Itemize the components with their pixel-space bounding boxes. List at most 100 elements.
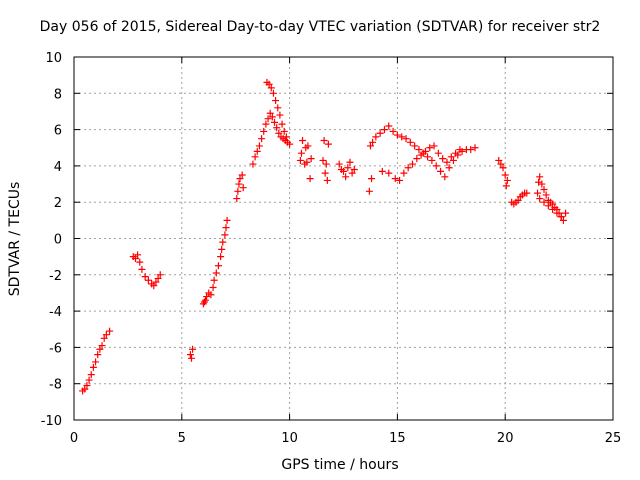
data-point: [262, 120, 270, 128]
data-point: [523, 189, 531, 197]
data-point: [94, 351, 102, 359]
data-point: [319, 156, 327, 164]
data-point: [217, 253, 225, 261]
data-point: [189, 345, 197, 353]
y-tick-label: 4: [54, 160, 62, 175]
data-point: [251, 153, 259, 161]
data-point: [235, 180, 243, 188]
data-point: [296, 156, 304, 164]
data-point: [87, 371, 95, 379]
data-point: [557, 213, 565, 221]
data-point: [449, 156, 457, 164]
data-point: [100, 334, 108, 342]
data-point: [303, 158, 311, 166]
data-point: [102, 331, 110, 339]
data-point: [307, 155, 315, 163]
data-point: [346, 158, 354, 166]
data-point: [456, 146, 464, 154]
data-point: [280, 127, 288, 135]
data-point: [559, 216, 567, 224]
data-point: [278, 120, 286, 128]
data-point: [152, 278, 160, 286]
data-point: [272, 97, 280, 105]
axis-ticks: 0 5 10 15 20 25 -10 -8 -6 -4 -2 0 2 4 6 8 10: [41, 51, 622, 446]
data-point: [398, 133, 406, 141]
data-point: [378, 167, 386, 175]
data-point: [223, 216, 231, 224]
data-point: [304, 142, 312, 150]
data-point: [536, 195, 544, 203]
data-point: [335, 160, 343, 168]
data-point: [553, 209, 561, 217]
data-point: [282, 133, 290, 141]
data-point: [275, 129, 283, 137]
data-point: [276, 111, 284, 119]
x-tick-label: 25: [605, 431, 622, 446]
data-point: [404, 164, 412, 172]
data-point: [89, 363, 97, 371]
data-point: [210, 276, 218, 284]
data-point: [267, 84, 275, 92]
data-point: [467, 146, 475, 154]
data-point: [221, 231, 229, 239]
data-point: [186, 351, 194, 359]
data-point: [138, 265, 146, 273]
y-tick-label: -6: [49, 341, 62, 356]
data-point: [249, 160, 257, 168]
data-point: [538, 180, 546, 188]
grid-lines: [74, 57, 613, 420]
data-point: [297, 149, 305, 157]
data-point: [207, 291, 215, 299]
data-point: [445, 164, 453, 172]
data-point: [499, 164, 507, 172]
data-point: [535, 178, 543, 186]
data-point: [540, 185, 548, 193]
data-point: [268, 113, 276, 121]
y-tick-label: -2: [49, 269, 62, 284]
data-point: [447, 153, 455, 161]
data-point: [156, 271, 164, 279]
data-point: [264, 115, 272, 123]
data-point: [344, 164, 352, 172]
data-point: [269, 89, 277, 97]
y-tick-label: 10: [45, 51, 62, 66]
data-point: [212, 269, 220, 277]
data-point: [413, 155, 421, 163]
data-point: [273, 124, 281, 132]
data-point: [233, 195, 241, 203]
data-point: [260, 127, 268, 135]
data-point: [258, 135, 266, 143]
data-point: [369, 138, 377, 146]
x-tick-label: 0: [70, 431, 78, 446]
data-point: [501, 171, 509, 179]
x-tick-label: 10: [281, 431, 298, 446]
data-point: [368, 175, 376, 183]
data-point: [299, 136, 307, 144]
data-point: [81, 385, 89, 393]
data-point: [324, 140, 332, 148]
data-point: [417, 151, 425, 159]
data-point: [408, 160, 416, 168]
data-point: [150, 282, 158, 290]
data-point: [376, 129, 384, 137]
data-point: [366, 142, 374, 150]
data-point: [562, 209, 570, 217]
data-point: [134, 251, 142, 259]
y-tick-label: 8: [54, 87, 62, 102]
data-point: [430, 142, 438, 150]
x-tick-label: 20: [497, 431, 514, 446]
data-point: [219, 238, 227, 246]
data-point: [421, 147, 429, 155]
data-point: [202, 296, 210, 304]
data-point: [154, 274, 162, 282]
data-point: [136, 258, 144, 266]
data-point: [238, 171, 246, 179]
data-point: [428, 156, 436, 164]
data-point: [239, 184, 247, 192]
data-point: [340, 167, 347, 175]
data-point: [203, 293, 211, 301]
x-tick-label: 15: [389, 431, 406, 446]
data-point: [234, 187, 242, 195]
data-point: [321, 169, 329, 177]
data-point: [98, 342, 106, 350]
